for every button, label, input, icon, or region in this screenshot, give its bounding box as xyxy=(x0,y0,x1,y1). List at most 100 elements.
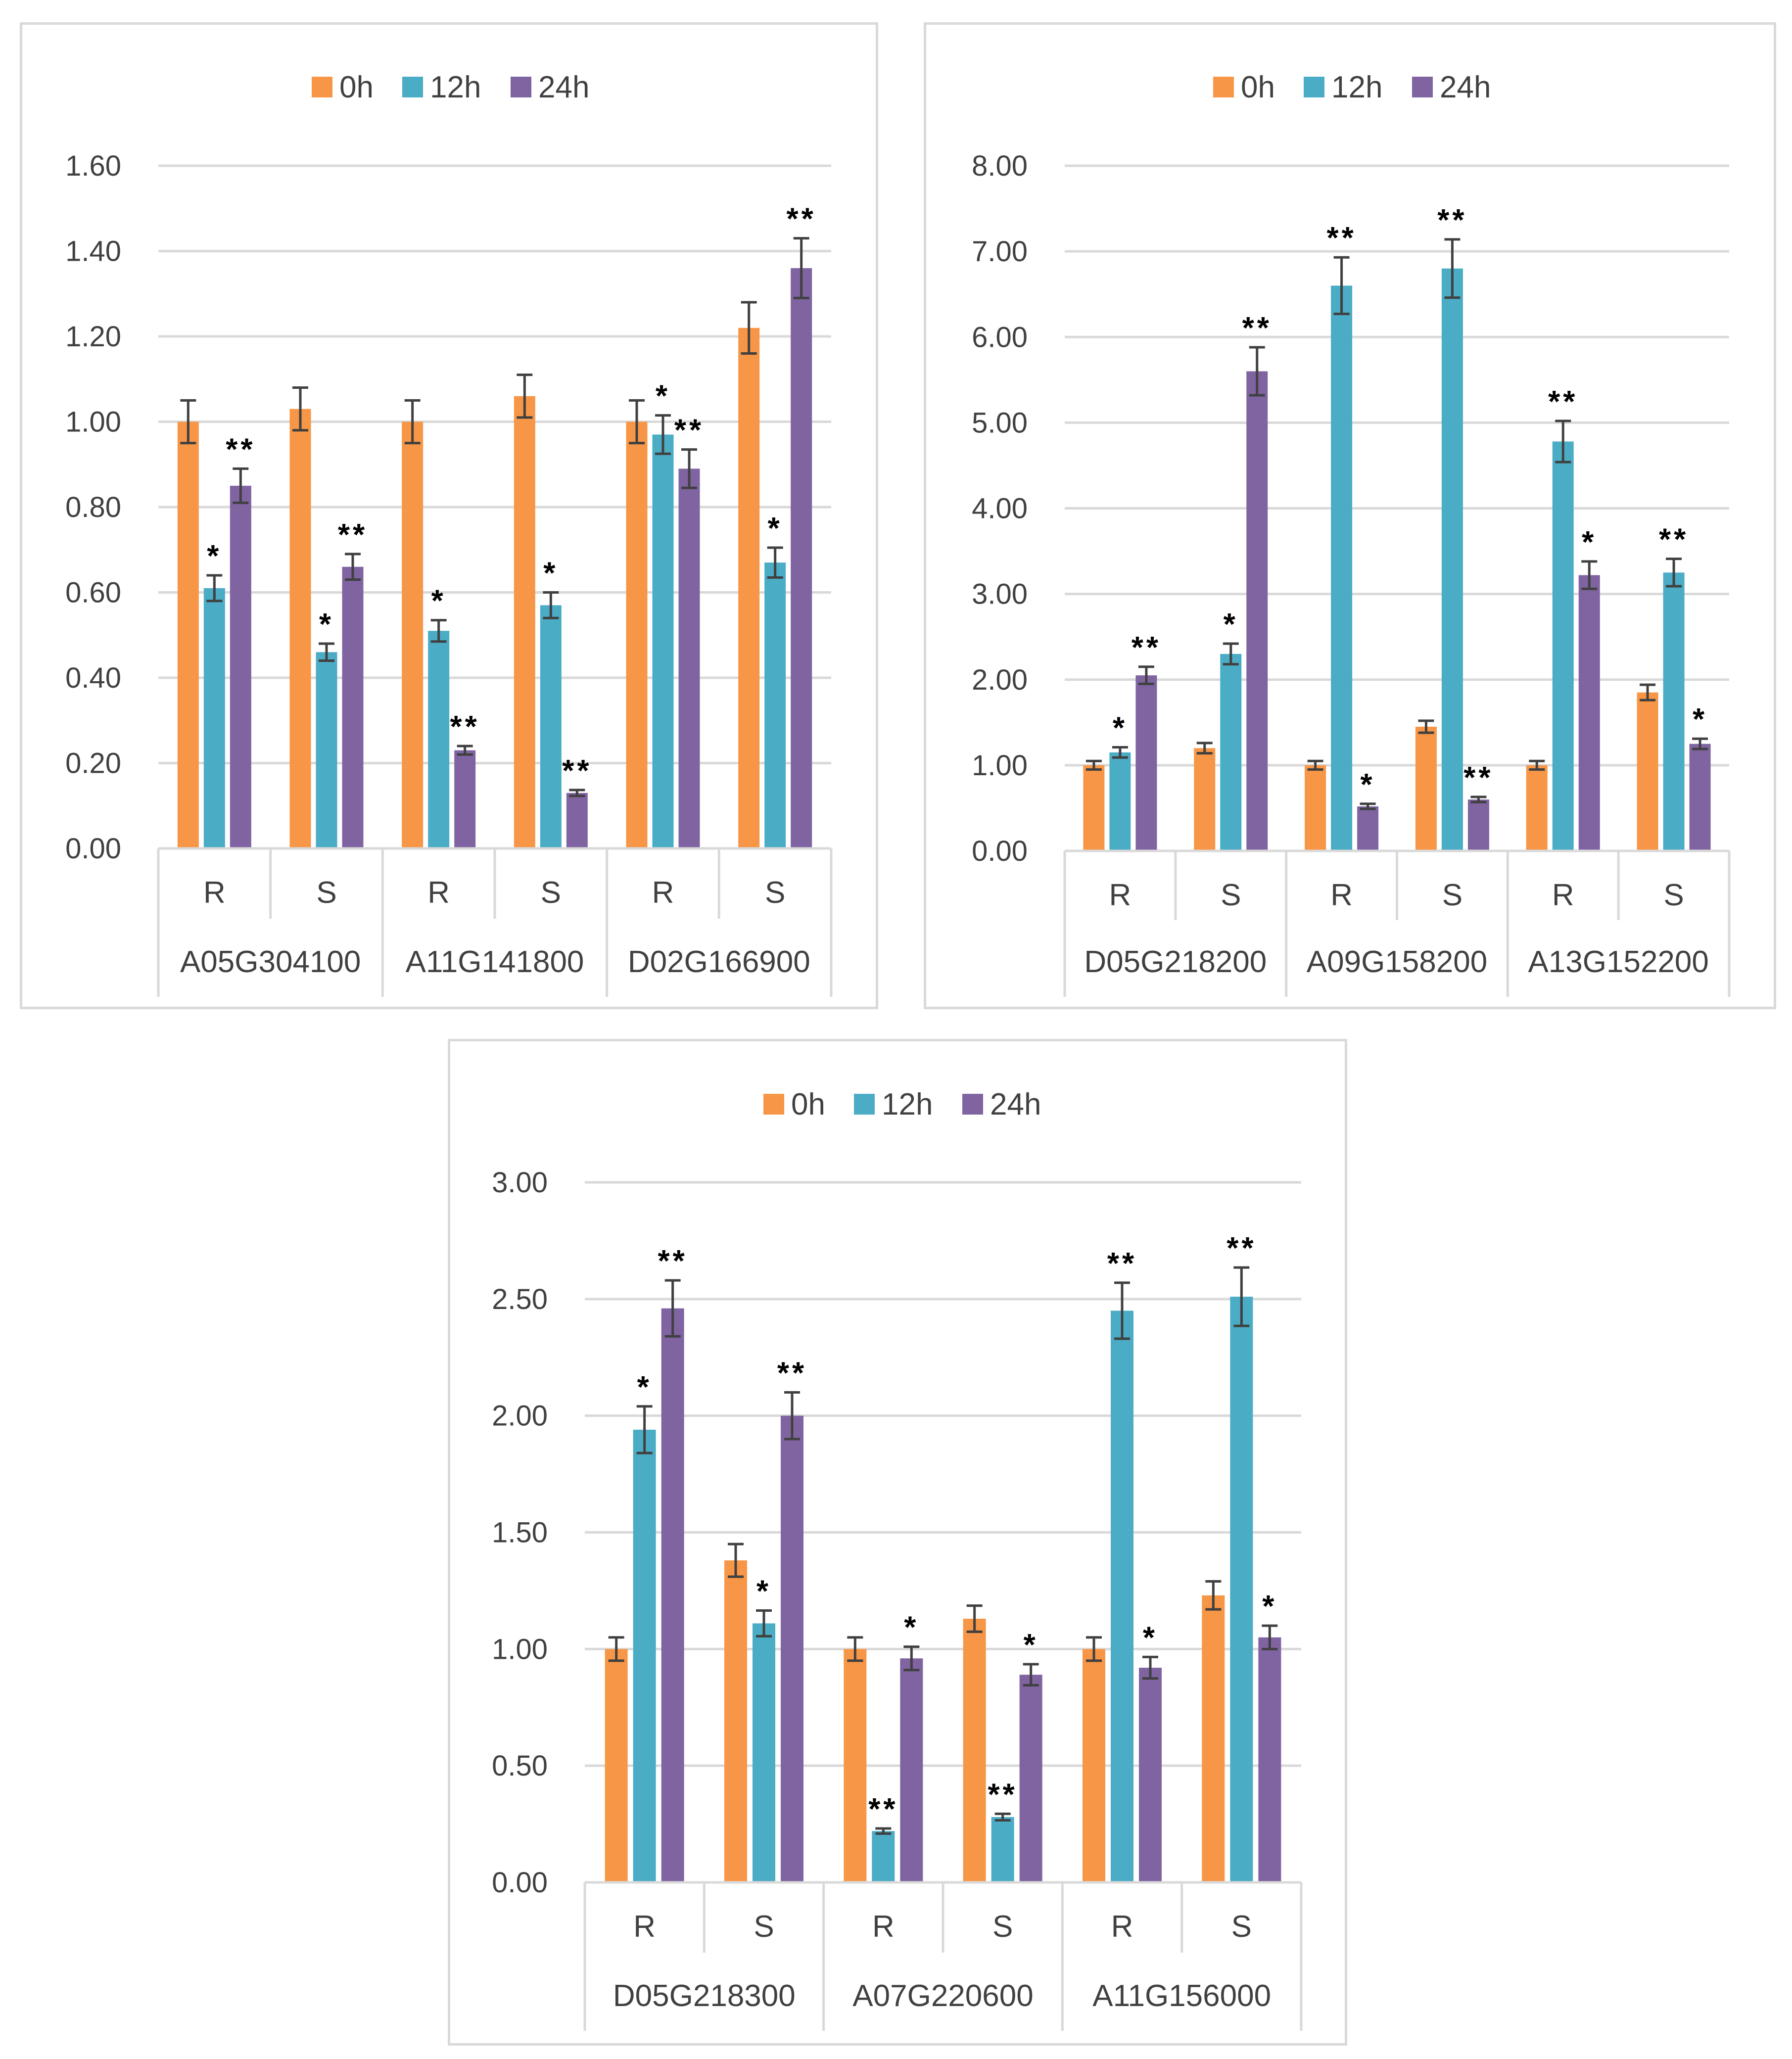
y-tick-label: 4.00 xyxy=(972,493,1028,525)
bar-12h-S-A11G156000 xyxy=(1230,1297,1253,1882)
y-tick-label: 5.00 xyxy=(972,407,1028,439)
significance-label: * xyxy=(207,539,222,573)
x-tick-label: R xyxy=(1109,878,1132,912)
y-tick-label: 0.20 xyxy=(65,748,121,780)
y-tick-label: 1.20 xyxy=(65,321,121,353)
legend-swatch-24h xyxy=(1412,77,1433,97)
bar-0h-S-A07G220600 xyxy=(963,1619,986,1882)
y-tick-label: 2.50 xyxy=(492,1283,548,1315)
y-tick-label: 8.00 xyxy=(972,150,1028,182)
gene-label: D05G218300 xyxy=(613,1979,796,2013)
chart-panel-2: 0.00 1.00 2.00 3.00 4.00 5.00 6.00 7.00 8.00 0h 12… xyxy=(924,22,1776,1009)
chart-svg-1: 0.00 0.20 0.40 0.60 0.80 1.00 1.20 1.40 1.60 0h 12… xyxy=(65,70,833,997)
bar-0h-S-D05G218300 xyxy=(724,1560,747,1882)
bar-24h-R-D05G218200 xyxy=(1135,675,1157,851)
x-tick-label: R xyxy=(652,876,674,910)
bar-12h-R-A11G156000 xyxy=(1111,1310,1133,1882)
bar-12h-R-D05G218300 xyxy=(633,1429,656,1882)
y-tick-label: 3.00 xyxy=(492,1167,548,1199)
bar-0h-S-A09G158200 xyxy=(1415,726,1437,851)
significance-label: ** xyxy=(1242,311,1272,345)
significance-label: * xyxy=(319,608,334,642)
x-tick-label: R xyxy=(1330,878,1353,912)
y-tick-label: 6.00 xyxy=(972,321,1028,353)
y-tick-label: 0.80 xyxy=(65,491,121,523)
significance-label: * xyxy=(1113,711,1128,746)
bar-24h-R-D05G218300 xyxy=(661,1308,684,1882)
legend-swatch-24h xyxy=(511,77,531,97)
bar-12h-R-D05G218200 xyxy=(1109,752,1131,851)
legend-swatch-0h xyxy=(1213,77,1234,97)
bar-24h-S-A11G141800 xyxy=(566,793,588,848)
bar-24h-S-A09G158200 xyxy=(1467,799,1489,851)
bar-24h-S-A07G220600 xyxy=(1019,1675,1042,1882)
x-tick-label: S xyxy=(765,876,785,910)
bar-12h-S-A11G141800 xyxy=(540,605,562,848)
bar-0h-R-D05G218300 xyxy=(605,1649,628,1882)
x-tick-label: R xyxy=(872,1910,895,1944)
bar-24h-R-A13G152200 xyxy=(1578,575,1600,851)
x-tick-label: S xyxy=(316,876,336,910)
bar-0h-R-A09G158200 xyxy=(1305,765,1326,851)
bar-0h-R-A13G152200 xyxy=(1526,765,1548,851)
bar-0h-S-D02G166900 xyxy=(738,328,760,848)
bar-24h-S-D02G166900 xyxy=(791,268,812,848)
chart-panel-1: 0.00 0.20 0.40 0.60 0.80 1.00 1.20 1.40 1.60 0h 12… xyxy=(20,22,878,1009)
x-tick-label: R xyxy=(1552,878,1574,912)
significance-label: * xyxy=(1024,1628,1038,1662)
bar-12h-S-A09G158200 xyxy=(1441,268,1463,851)
bar-24h-R-A11G141800 xyxy=(454,750,476,848)
gene-label: A05G304100 xyxy=(180,945,361,979)
x-tick-label: S xyxy=(992,1910,1013,1944)
bar-0h-R-A07G220600 xyxy=(844,1649,867,1882)
significance-label: * xyxy=(431,584,446,618)
legend-swatch-0h xyxy=(763,1094,784,1115)
significance-label: * xyxy=(1582,525,1597,560)
legend-label-24h: 24h xyxy=(538,70,589,104)
significance-label: ** xyxy=(658,1244,688,1278)
bar-12h-R-A09G158200 xyxy=(1331,285,1353,851)
legend-label-0h: 0h xyxy=(1241,70,1275,104)
significance-label: * xyxy=(1143,1621,1158,1655)
legend-label-24h: 24h xyxy=(1440,70,1491,104)
y-tick-label: 0.60 xyxy=(65,577,121,609)
y-tick-label: 2.00 xyxy=(972,664,1028,696)
bar-12h-R-D02G166900 xyxy=(652,434,674,848)
significance-label: ** xyxy=(338,518,368,552)
x-tick-label: S xyxy=(1663,878,1684,912)
bar-0h-R-A11G141800 xyxy=(402,421,424,848)
legend-swatch-12h xyxy=(402,77,423,97)
y-tick-label: 3.00 xyxy=(972,578,1028,610)
y-tick-label: 1.00 xyxy=(65,406,121,438)
bar-24h-S-A13G152200 xyxy=(1689,744,1711,851)
significance-label: * xyxy=(768,512,783,546)
significance-label: * xyxy=(637,1370,652,1404)
significance-label: * xyxy=(756,1575,771,1609)
significance-label: * xyxy=(656,379,670,414)
gene-label: A11G156000 xyxy=(1092,1979,1271,2013)
x-tick-label: R xyxy=(633,1910,656,1944)
bar-12h-S-A13G152200 xyxy=(1663,572,1685,851)
y-tick-label: 0.00 xyxy=(972,835,1028,867)
y-tick-label: 0.00 xyxy=(492,1867,548,1899)
y-tick-label: 1.50 xyxy=(492,1517,548,1549)
bar-0h-S-A13G152200 xyxy=(1637,692,1658,851)
bar-24h-S-D05G218200 xyxy=(1246,371,1268,851)
significance-label: ** xyxy=(674,414,704,448)
bar-24h-S-D05G218300 xyxy=(781,1415,803,1882)
gene-label: A07G220600 xyxy=(852,1979,1033,2013)
significance-label: ** xyxy=(1548,385,1578,419)
y-tick-label: 2.00 xyxy=(492,1400,548,1432)
significance-label: * xyxy=(1361,768,1375,802)
bar-12h-R-A13G152200 xyxy=(1552,441,1574,851)
significance-label: ** xyxy=(1132,631,1161,665)
bar-0h-R-A05G304100 xyxy=(177,421,199,848)
bar-0h-S-A05G304100 xyxy=(289,409,311,848)
y-tick-label: 1.00 xyxy=(972,749,1028,782)
legend-label-12h: 12h xyxy=(430,70,481,104)
y-tick-label: 1.40 xyxy=(65,235,121,268)
legend-label-12h: 12h xyxy=(882,1087,933,1122)
significance-label: ** xyxy=(1326,221,1356,255)
y-tick-label: 0.40 xyxy=(65,662,121,694)
